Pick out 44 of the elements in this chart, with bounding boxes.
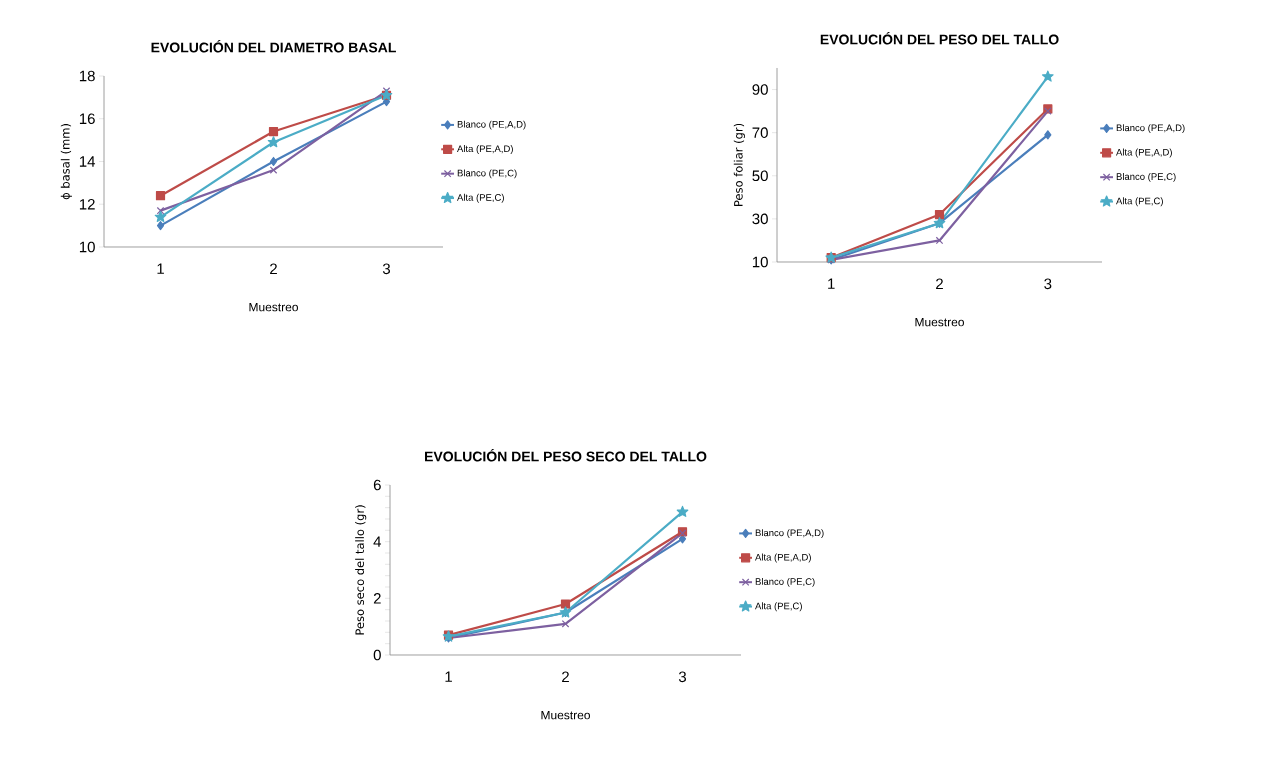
y-axis-title: Peso foliar (gr): [733, 123, 745, 206]
legend-label: Alta (PE,A,D): [1116, 148, 1172, 158]
legend-label: Alta (PE,C): [755, 602, 802, 612]
x-tick-label: 3: [678, 671, 687, 683]
legend-label: Blanco (PE,C): [755, 577, 815, 587]
x-tick-label: 3: [1044, 278, 1052, 290]
x-tick-label: 1: [445, 671, 452, 682]
legend-label: Alta (PE,C): [457, 193, 504, 203]
y-tick-label: 50: [752, 170, 768, 182]
legend-label: Blanco (PE,A,D): [1116, 124, 1185, 134]
x-tick-label: 1: [157, 263, 164, 274]
y-tick-label: 70: [752, 127, 768, 138]
x-axis-title: Muestreo: [541, 711, 590, 720]
legend-label: Blanco (PE,C): [457, 169, 517, 179]
chart-title: EVOLUCIÓN DEL PESO DEL TALLO: [820, 31, 1059, 45]
x-tick-label: 1: [828, 278, 835, 289]
legend-label: Blanco (PE,C): [1116, 172, 1176, 182]
x-tick-label: 2: [936, 278, 943, 289]
x-axis-title: Muestreo: [915, 318, 964, 327]
y-tick-label: 16: [79, 113, 95, 125]
y-axis-title: Peso seco del tallo (gr): [355, 505, 367, 635]
y-tick-label: 10: [752, 256, 768, 268]
y-tick-label: 90: [752, 84, 768, 95]
y-tick-label: 0: [373, 649, 381, 661]
legend-label: Alta (PE,C): [1116, 197, 1163, 207]
x-tick-label: 2: [270, 263, 277, 274]
y-tick-label: 6: [373, 479, 381, 491]
y-tick-label: 2: [373, 593, 381, 604]
y-tick-label: 10: [79, 241, 95, 253]
y-tick-label: 18: [79, 70, 95, 82]
y-tick-label: 4: [373, 536, 382, 547]
chart-title: EVOLUCIÓN DEL DIAMETRO BASAL: [151, 39, 396, 53]
legend-label: Blanco (PE,A,D): [457, 120, 526, 130]
x-tick-label: 2: [562, 671, 569, 682]
y-tick-label: 12: [79, 199, 95, 210]
chart-title: EVOLUCIÓN DEL PESO SECO DEL TALLO: [425, 448, 707, 462]
legend-label: Alta (PE,A,D): [457, 145, 513, 154]
y-tick-label: 14: [79, 156, 96, 167]
x-axis-title: Muestreo: [249, 303, 298, 312]
legend-label: Blanco (PE,A,D): [755, 529, 824, 539]
y-axis-title: ϕ basal (mm): [60, 124, 72, 200]
x-tick-label: 3: [382, 263, 391, 275]
y-tick-label: 30: [752, 213, 768, 225]
legend-label: Alta (PE,A,D): [755, 553, 811, 563]
